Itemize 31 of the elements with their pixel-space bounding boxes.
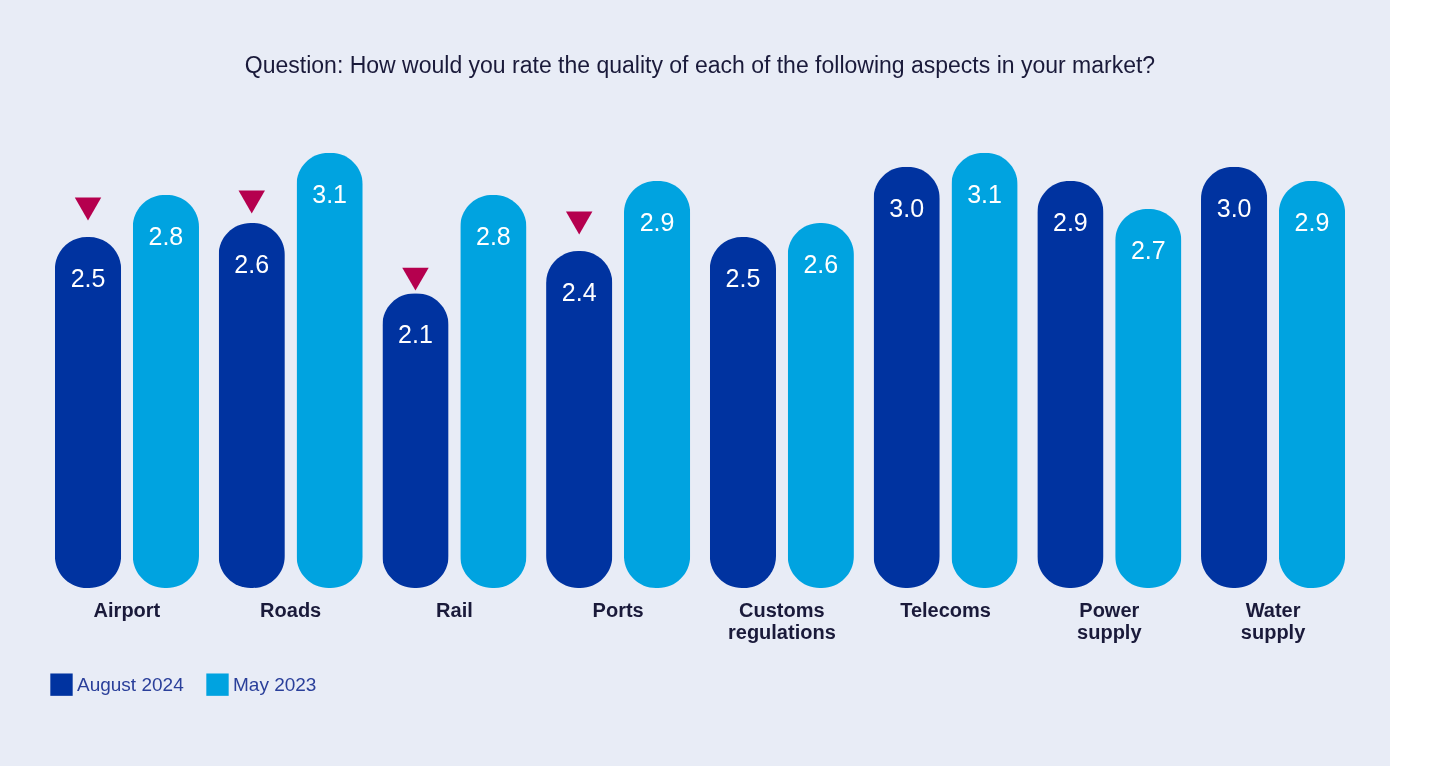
data-label: 2.7 <box>1130 235 1166 264</box>
data-label: 2.9 <box>639 207 675 236</box>
data-label: 3.0 <box>889 193 925 222</box>
data-label: 2.9 <box>1294 207 1330 236</box>
x-tick-label: Water supply <box>1240 598 1307 643</box>
data-label: 2.5 <box>725 264 761 293</box>
legend-label: May 2023 <box>233 673 317 695</box>
x-tick-label: Power supply <box>1077 598 1143 643</box>
data-label: 3.1 <box>312 179 347 208</box>
point <box>565 211 593 235</box>
chart-title: Question: How would you rate the quality of each of the following aspects in your market? <box>244 52 1156 78</box>
data-label: 2.1 <box>398 320 433 349</box>
point <box>238 190 265 214</box>
point <box>402 267 429 291</box>
x-tick-label: Customs regulations <box>727 598 836 643</box>
x-tick-label: Roads <box>260 598 322 621</box>
data-label: 2.9 <box>1053 207 1088 236</box>
data-label: 2.8 <box>148 221 184 250</box>
data-label: 2.6 <box>803 250 839 279</box>
x-tick-label: Telecoms <box>900 598 991 621</box>
data-label: 3.0 <box>1216 193 1252 222</box>
x-tick-label: Rail <box>436 598 473 621</box>
x-tick-label: Ports <box>592 598 644 621</box>
data-label: 2.5 <box>70 264 106 293</box>
data-label: 2.4 <box>561 278 597 307</box>
data-label: 2.6 <box>234 250 270 279</box>
point <box>74 197 102 221</box>
data-label: 3.1 <box>967 179 1002 208</box>
data-label: 2.8 <box>475 221 511 250</box>
x-tick-label: Airport <box>93 598 161 621</box>
legend-label: August 2024 <box>77 673 185 695</box>
